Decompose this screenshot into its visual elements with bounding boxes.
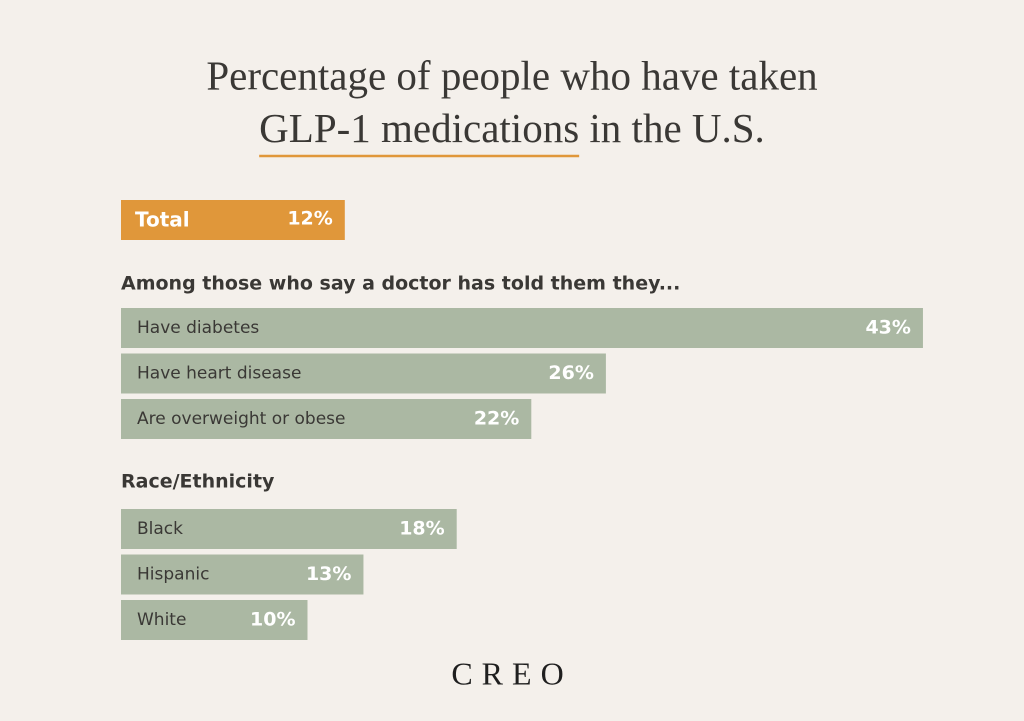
group-heading: Among those who say a doctor has told th… [121,273,680,295]
bar [121,200,345,240]
category-label: Have heart disease [137,364,301,384]
bar [121,509,457,549]
value-label: 26% [548,362,593,384]
bar [121,353,606,394]
category-label: Have diabetes [137,318,259,338]
bar [121,600,308,640]
value-label: 18% [399,518,444,540]
group-heading: Race/Ethnicity [121,471,275,493]
value-label: 10% [250,609,295,631]
chart-title: Percentage of people who have taken [206,52,817,98]
chart-title: in the U.S. [589,105,764,151]
category-label: Hispanic [137,565,209,585]
value-label: 12% [287,208,332,230]
chart-title-highlight: GLP-1 medications [259,105,579,151]
category-label: Black [137,519,183,539]
value-label: 13% [306,563,351,585]
chart-title: GLP-1 medications in the U.S. [259,105,765,151]
category-label: Are overweight or obese [137,409,346,429]
brand-logo: CREO [451,655,572,691]
value-label: 43% [865,317,910,339]
category-label: White [137,610,186,630]
category-label: Total [135,208,190,232]
bar [121,554,364,595]
bar [121,399,532,439]
value-label: 22% [474,408,519,430]
bar [121,308,923,348]
